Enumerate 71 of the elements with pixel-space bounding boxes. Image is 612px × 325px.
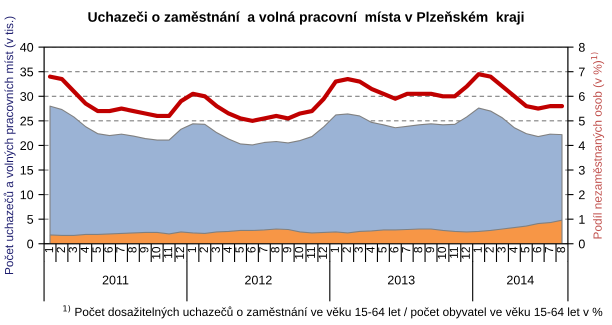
x-tick-label: 8 xyxy=(271,247,280,253)
y-tick-label: 10 xyxy=(20,190,34,200)
x-tick-label: 6 xyxy=(104,247,113,252)
x-tick-label: 2 xyxy=(56,247,65,252)
y2-tick-label: 6 xyxy=(578,92,585,101)
chart-title: Uchazeči o zaměstnání a volná pracovní místa v Plzeňském kraji xyxy=(88,11,524,25)
x-tick-label: 6 xyxy=(390,247,398,252)
x-tick-label: 1 xyxy=(44,247,54,252)
y-tick-label: 5 xyxy=(27,215,34,224)
x-tick-label: 9 xyxy=(140,247,148,253)
x-tick-label: 5 xyxy=(92,247,101,253)
text: 2012 xyxy=(245,276,272,284)
x-tick-label: 5 xyxy=(378,247,387,253)
y-tick-label: 35 xyxy=(20,68,34,76)
x-tick-label: 3 xyxy=(497,247,506,253)
x-tick-label: 12 xyxy=(176,247,184,259)
x-tick-label: 3 xyxy=(212,247,220,253)
text: 2011 xyxy=(102,276,128,284)
x-tick-label: 3 xyxy=(68,247,77,253)
x-tick-label: 7 xyxy=(402,247,410,252)
x-tick-label: 10 xyxy=(152,246,160,259)
text: 2013 xyxy=(388,276,415,284)
y-tick-label: 0 xyxy=(27,240,34,248)
x-tick-label: 2 xyxy=(342,247,351,252)
x-tick-label: 3 xyxy=(354,247,363,253)
y-tick-label: 40 xyxy=(20,42,34,52)
line-series xyxy=(48,72,564,123)
text: 2014 xyxy=(507,276,534,284)
y2-tick-label: 3 xyxy=(578,166,585,175)
x-tick-label: 1 xyxy=(474,247,482,252)
x-tick-label: 2 xyxy=(485,247,494,252)
y2-axis-title: Podíl nezaměstnaných osob (v %)$^{1)}$ xyxy=(590,52,604,238)
x-tick-label: 1 xyxy=(188,247,196,252)
x-tick-label: 5 xyxy=(235,247,244,253)
y-tick-label: 20 xyxy=(20,141,34,150)
y2-tick-label: 4 xyxy=(578,141,585,150)
x-tick-label: 8 xyxy=(128,247,137,253)
x-tick-label: 12 xyxy=(462,247,470,259)
x-tick-label: 2 xyxy=(200,247,208,252)
y2-tick-label: 5 xyxy=(578,116,585,126)
x-tick-label: 7 xyxy=(116,247,125,252)
x-tick-label: 7 xyxy=(259,247,268,252)
x-tick-label: 11 xyxy=(306,247,316,258)
x-tick-label: 4 xyxy=(366,246,375,253)
y-tick-label: 30 xyxy=(20,92,34,101)
x-tick-label: 12 xyxy=(318,247,327,259)
y2-tick-label: 8 xyxy=(578,42,585,52)
y2-tick-label: 7 xyxy=(578,68,585,76)
x-tick-label: 6 xyxy=(532,247,542,252)
y2-tick-label: 1 xyxy=(579,215,585,224)
x-tick-label: 4 xyxy=(509,246,518,253)
x-tick-label: 7 xyxy=(545,247,554,252)
x-tick-label: 9 xyxy=(426,247,434,253)
y-axis-title: Počet uchazečů a volných pracovních míst (v tis.) xyxy=(4,16,16,274)
y-tick-label: 25 xyxy=(20,116,34,126)
x-tick-label: 1 xyxy=(330,247,339,252)
x-tick-label: 8 xyxy=(414,247,422,253)
y-tick-label: 15 xyxy=(20,166,34,175)
x-tick-label: 11 xyxy=(164,247,172,258)
x-tick-label: 5 xyxy=(521,247,530,253)
x-tick-label: 6 xyxy=(247,247,256,252)
x-tick-label: 10 xyxy=(438,246,446,259)
y2-tick-label: 0 xyxy=(578,240,585,248)
x-tick-label: 4 xyxy=(80,246,89,253)
y2-tick-label: 2 xyxy=(578,190,585,200)
x-tick-label: 10 xyxy=(294,246,304,259)
x-tick-label: 11 xyxy=(450,247,458,258)
x-tick-label: 9 xyxy=(282,247,292,253)
text: $^{1)}$ Počet dosažitelných uchazečů o zaměstnání ve věku 15-64 let / počet obyvatel ve věku 15-64 let v % xyxy=(63,305,602,318)
x-tick-label: 4 xyxy=(224,246,232,253)
x-tick-label: 8 xyxy=(556,247,566,253)
